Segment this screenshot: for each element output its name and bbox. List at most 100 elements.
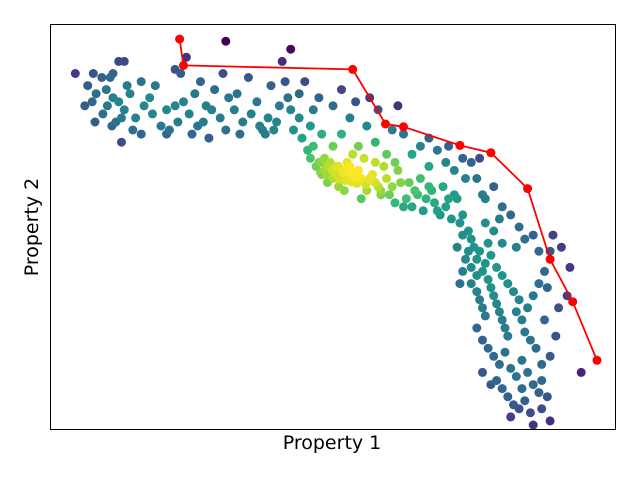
pareto-front-marker [523, 184, 533, 194]
scatter-point [407, 149, 417, 159]
scatter-point [255, 121, 265, 131]
scatter-point [455, 218, 465, 228]
scatter-point [551, 331, 561, 341]
scatter-point [365, 174, 375, 183]
scatter-point [494, 359, 504, 369]
scatter-point [122, 81, 132, 91]
scatter-point [269, 125, 279, 135]
scatter-point [509, 400, 518, 410]
scatter-point [531, 343, 541, 353]
scatter-point [517, 355, 527, 365]
scatter-point [274, 101, 284, 111]
scatter-point [418, 206, 428, 216]
scatter-point [356, 194, 366, 204]
scatter-point [238, 117, 248, 127]
scatter-point [514, 295, 524, 305]
scatter-point [444, 141, 454, 151]
scatter-point [173, 117, 183, 127]
scatter-point [370, 137, 380, 147]
scatter-point [514, 222, 524, 232]
scatter-point [478, 266, 487, 276]
scatter-point [396, 178, 406, 188]
scatter-point [545, 416, 555, 426]
scatter-point [452, 242, 462, 252]
scatter-point [528, 230, 538, 240]
pareto-front-marker [175, 34, 185, 44]
scatter-point [145, 93, 155, 103]
scatter-point [562, 291, 572, 301]
scatter-point [359, 153, 369, 163]
scatter-point [162, 105, 172, 115]
scatter-point [328, 101, 338, 111]
scatter-point [483, 275, 493, 284]
scatter-point [489, 291, 499, 301]
scatter-point [345, 165, 355, 175]
scatter-point [500, 347, 510, 357]
scatter-point [548, 230, 558, 240]
scatter-point [97, 73, 107, 82]
scatter-point [517, 315, 527, 325]
scatter-point [472, 254, 482, 264]
scatter-point [215, 113, 225, 123]
scatter-point [523, 367, 533, 377]
scatter-point [337, 129, 346, 139]
scatter-point [458, 153, 468, 163]
scatter-point [198, 117, 208, 127]
scatter-point [379, 161, 389, 171]
scatter-point [117, 137, 126, 147]
scatter-point [486, 283, 496, 293]
scatter-point [497, 384, 507, 394]
scatter-point [497, 271, 507, 280]
scatter-point [184, 109, 194, 119]
pareto-front-marker [455, 140, 465, 150]
scatter-point [345, 113, 355, 123]
scatter-point [494, 307, 504, 317]
scatter-point [421, 194, 431, 204]
scatter-point [430, 198, 439, 208]
scatter-point [170, 101, 180, 111]
scatter-point [472, 174, 482, 183]
scatter-point [523, 303, 533, 313]
scatter-point [382, 174, 392, 183]
scatter-point [101, 85, 111, 95]
scatter-point [540, 266, 549, 276]
scatter-point [105, 73, 115, 82]
scatter-point [478, 190, 487, 200]
scatter-point [362, 121, 372, 131]
scatter-point [404, 178, 414, 188]
scatter-point [294, 89, 304, 99]
scatter-point [472, 323, 482, 333]
scatter-point [528, 291, 538, 301]
scatter-point [399, 202, 408, 212]
scatter-point [353, 165, 363, 175]
scatter-point [506, 363, 516, 373]
scatter-point [520, 396, 530, 406]
scatter-point [252, 97, 262, 107]
scatter-point [511, 372, 521, 381]
scatter-point [455, 279, 465, 289]
scatter-point [497, 315, 507, 325]
scatter-point [506, 210, 516, 220]
scatter-point [156, 121, 166, 131]
scatter-point [489, 226, 499, 236]
pareto-front-marker [486, 148, 496, 158]
scatter-point [150, 81, 160, 91]
scatter-point [500, 323, 510, 333]
pareto-front-marker [545, 254, 555, 264]
scatter-point [390, 198, 400, 208]
scatter-point [289, 125, 298, 135]
scatter-point [528, 420, 538, 430]
scatter-point [266, 81, 276, 91]
scatter-point [102, 101, 112, 111]
scatter-point [483, 238, 493, 248]
scatter-point [407, 202, 417, 212]
scatter-point [218, 69, 228, 78]
x-axis-label: Property 1 [282, 432, 382, 454]
scatter-point [210, 85, 220, 95]
scatter-point [441, 157, 451, 167]
scatter-point [545, 351, 555, 361]
scatter-point [401, 194, 411, 204]
scatter-point [196, 77, 205, 87]
scatter-point [119, 56, 129, 66]
scatter-point [286, 44, 296, 54]
